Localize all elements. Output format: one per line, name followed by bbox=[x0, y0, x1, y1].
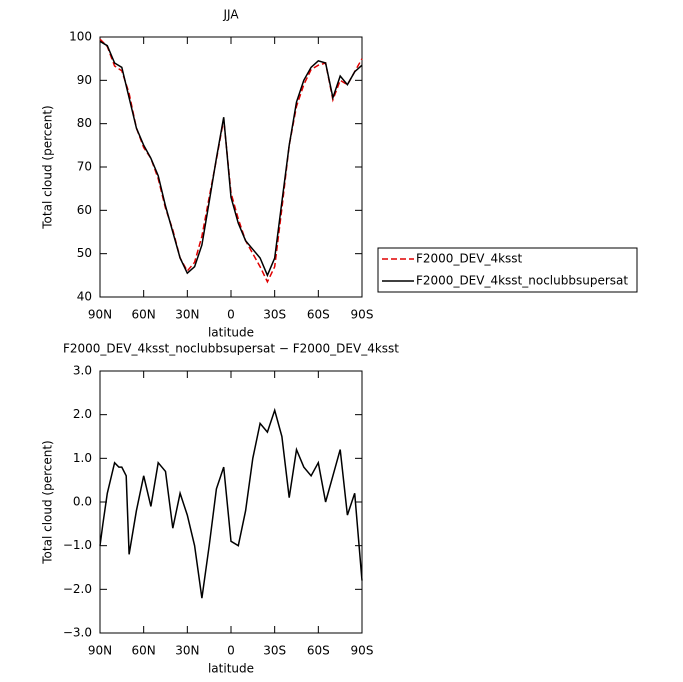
x-tick-label: 90N bbox=[88, 644, 112, 658]
y-axis-label: Total cloud (percent) bbox=[41, 440, 55, 564]
x-tick-label: 90S bbox=[351, 644, 374, 658]
legend-label: F2000_DEV_4ksst_noclubbsupersat bbox=[416, 274, 628, 288]
y-tick-label: 40 bbox=[77, 290, 92, 304]
y-axis-label: Total cloud (percent) bbox=[41, 105, 55, 229]
x-tick-label: 60S bbox=[307, 308, 330, 322]
data-line bbox=[99, 38, 363, 284]
x-tick-label: 0 bbox=[227, 644, 235, 658]
y-tick-label: 100 bbox=[69, 30, 92, 44]
x-tick-label: 30S bbox=[263, 308, 286, 322]
x-tick-label: 0 bbox=[227, 308, 235, 322]
chart-title: JJA bbox=[222, 8, 239, 22]
data-line bbox=[99, 407, 363, 599]
y-tick-label: 90 bbox=[77, 73, 92, 87]
legend: F2000_DEV_4ksst F2000_DEV_4ksst_noclubbsu… bbox=[377, 247, 638, 293]
x-tick-label: 60N bbox=[132, 644, 156, 658]
y-tick-label: −2.0 bbox=[63, 582, 92, 596]
legend-label: F2000_DEV_4ksst bbox=[416, 252, 523, 266]
x-tick-label: 30S bbox=[263, 644, 286, 658]
y-tick-label: 60 bbox=[77, 203, 92, 217]
plot-frame bbox=[99, 36, 363, 298]
x-tick-label: 90S bbox=[351, 308, 374, 322]
y-tick-label: 1.0 bbox=[73, 451, 92, 465]
y-tick-label: 2.0 bbox=[73, 407, 92, 421]
data-line bbox=[99, 40, 363, 278]
y-tick-label: −3.0 bbox=[63, 626, 92, 640]
x-axis-label: latitude bbox=[208, 326, 254, 340]
legend-box bbox=[377, 247, 638, 293]
y-tick-label: 80 bbox=[77, 116, 92, 130]
x-tick-label: 30N bbox=[175, 308, 199, 322]
y-tick-label: −1.0 bbox=[63, 538, 92, 552]
y-tick-label: 3.0 bbox=[73, 364, 92, 378]
plot-frame bbox=[99, 370, 363, 634]
chart-title: F2000_DEV_4ksst_noclubbsupersat − F2000_… bbox=[63, 342, 399, 356]
x-tick-label: 60N bbox=[132, 308, 156, 322]
x-tick-label: 90N bbox=[88, 308, 112, 322]
x-tick-label: 60S bbox=[307, 644, 330, 658]
y-tick-label: 0.0 bbox=[73, 495, 92, 509]
y-tick-label: 50 bbox=[77, 246, 92, 260]
y-tick-label: 70 bbox=[77, 160, 92, 174]
x-axis-label: latitude bbox=[208, 662, 254, 676]
x-tick-label: 30N bbox=[175, 644, 199, 658]
